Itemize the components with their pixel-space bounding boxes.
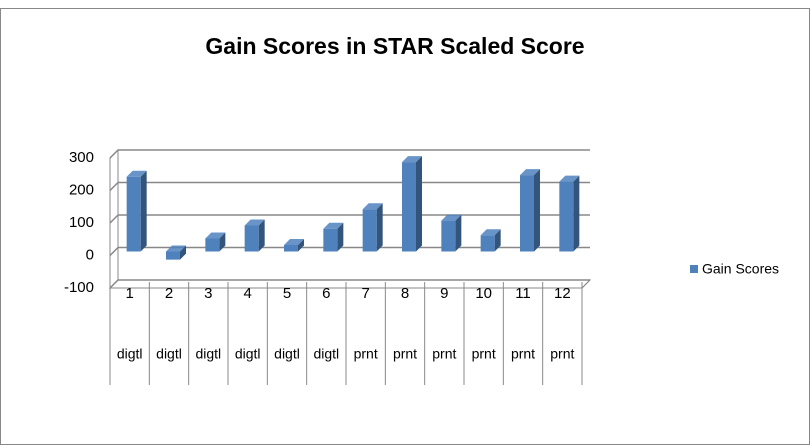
- bar-top: [480, 229, 501, 236]
- group-label: prnt: [472, 346, 496, 362]
- bar-top: [244, 219, 265, 226]
- x-tick-label: 3: [204, 285, 212, 302]
- grid-line-side: [109, 214, 119, 224]
- bar-side: [219, 232, 226, 252]
- chart-title: Gain Scores in STAR Scaled Score: [205, 33, 584, 59]
- bar-top: [205, 232, 226, 239]
- bar: [480, 235, 495, 252]
- group-label: prnt: [432, 346, 456, 362]
- bar: [126, 176, 141, 252]
- group-label: digtl: [156, 346, 182, 362]
- bar: [362, 209, 377, 252]
- bar-side: [337, 222, 344, 252]
- group-label: digtl: [195, 346, 221, 362]
- x-tick-label: 1: [125, 285, 133, 302]
- bar-side: [534, 169, 540, 252]
- x-tick-label: 4: [243, 285, 251, 302]
- bar-top: [166, 245, 186, 252]
- y-tick-label: 300: [69, 149, 94, 166]
- bar: [520, 175, 534, 252]
- group-label: prnt: [511, 346, 535, 362]
- x-tick-label: 9: [440, 285, 448, 302]
- bar-top: [126, 170, 147, 177]
- group-label: digtl: [235, 346, 261, 362]
- bar-top: [323, 222, 344, 229]
- x-tick-label: 2: [165, 285, 173, 302]
- bar-side: [494, 229, 501, 252]
- grid-line-side: [109, 181, 119, 192]
- grid-line-side: [109, 246, 119, 257]
- bar: [284, 245, 298, 252]
- bar-side: [416, 156, 422, 252]
- x-tick-label: 5: [283, 285, 291, 302]
- bar: [323, 228, 338, 252]
- grid-line-side: [109, 149, 119, 159]
- bar-top: [441, 214, 462, 221]
- bar-side: [140, 170, 147, 252]
- bar: [402, 162, 416, 252]
- bar-top: [520, 169, 540, 176]
- legend-label: Gain Scores: [702, 261, 779, 277]
- group-label: digtl: [313, 346, 339, 362]
- x-tick-label: 8: [401, 285, 409, 302]
- bar: [441, 220, 456, 252]
- x-axis-back-right: [581, 279, 591, 289]
- bar-side: [258, 219, 265, 252]
- group-label: prnt: [550, 346, 574, 362]
- legend-swatch: [690, 265, 698, 273]
- bar: [559, 181, 574, 252]
- bar-top: [402, 156, 422, 163]
- group-label: digtl: [117, 346, 143, 362]
- x-tick-label: 7: [361, 285, 369, 302]
- bar: [205, 238, 220, 252]
- y-tick-label: 200: [69, 181, 94, 198]
- y-tick-label: 0: [86, 246, 94, 263]
- bar-side: [455, 214, 462, 252]
- bar-side: [573, 175, 580, 252]
- x-tick-label: 11: [515, 285, 531, 302]
- x-tick-label: 12: [554, 285, 571, 302]
- bar-top: [559, 175, 580, 182]
- x-tick-label: 10: [475, 285, 492, 302]
- bar-side: [376, 203, 383, 252]
- bar-side: [298, 239, 304, 252]
- bar-side: [180, 245, 186, 260]
- y-tick-label: -100: [64, 279, 94, 296]
- bar: [166, 251, 180, 260]
- group-label: prnt: [354, 346, 378, 362]
- bar-top: [284, 239, 304, 245]
- bar: [244, 225, 259, 252]
- group-label: prnt: [393, 346, 417, 362]
- y-tick-label: 100: [69, 214, 94, 231]
- x-tick-label: 6: [322, 285, 330, 302]
- group-label: digtl: [274, 346, 300, 362]
- grid-line-side: [109, 279, 119, 289]
- bar-top: [362, 203, 383, 210]
